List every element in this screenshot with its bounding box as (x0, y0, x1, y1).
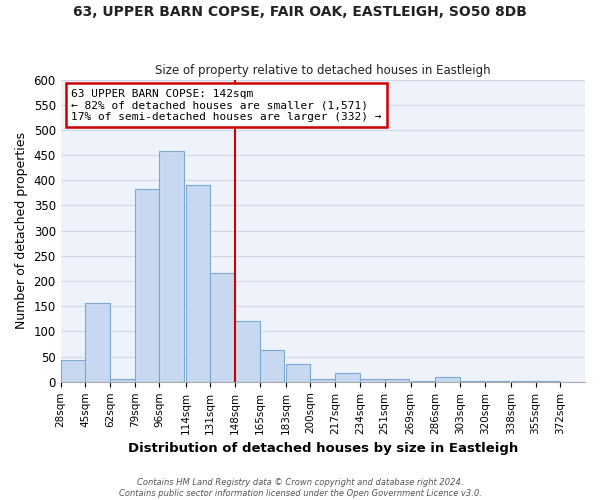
Bar (511, 381, 536, 382)
Text: 63 UPPER BARN COPSE: 142sqm
← 82% of detached houses are smaller (1,571)
17% of : 63 UPPER BARN COPSE: 142sqm ← 82% of det… (71, 88, 382, 122)
Text: 63, UPPER BARN COPSE, FAIR OAK, EASTLEIGH, SO50 8DB: 63, UPPER BARN COPSE, FAIR OAK, EASTLEIG… (73, 5, 527, 19)
Bar (260, 350, 284, 382)
Bar (436, 378, 460, 382)
Bar (185, 186, 210, 382)
Bar (460, 381, 485, 382)
Y-axis label: Number of detached properties: Number of detached properties (15, 132, 28, 329)
Text: Contains HM Land Registry data © Crown copyright and database right 2024.
Contai: Contains HM Land Registry data © Crown c… (119, 478, 481, 498)
Bar (335, 373, 360, 382)
Bar (485, 381, 509, 382)
X-axis label: Distribution of detached houses by size in Eastleigh: Distribution of detached houses by size … (128, 442, 518, 455)
Bar (85, 302, 110, 382)
Bar (536, 381, 560, 382)
Bar (135, 189, 160, 382)
Bar (110, 380, 135, 382)
Bar (61, 360, 85, 382)
Bar (310, 380, 335, 382)
Bar (286, 364, 310, 382)
Title: Size of property relative to detached houses in Eastleigh: Size of property relative to detached ho… (155, 64, 491, 77)
Bar (411, 381, 436, 382)
Bar (235, 322, 260, 382)
Bar (385, 379, 409, 382)
Bar (160, 151, 184, 382)
Bar (210, 272, 235, 382)
Bar (360, 380, 385, 382)
